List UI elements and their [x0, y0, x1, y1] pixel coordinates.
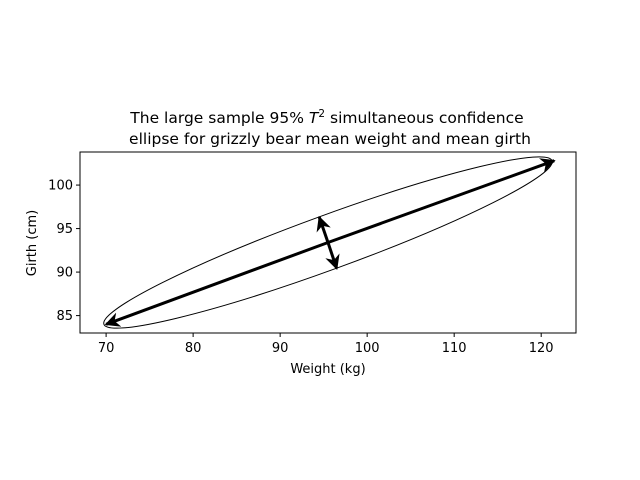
plot-area	[103, 156, 556, 329]
y-axis: 85 90 95 100	[48, 179, 80, 324]
minor-axis-arrow	[316, 215, 331, 243]
y-tick-label: 95	[56, 222, 73, 237]
x-tick-label: 100	[355, 341, 380, 356]
minor-axis-arrow	[325, 242, 340, 271]
x-tick-label: 90	[272, 341, 289, 356]
chart-title-line1: The large sample 95% T2 simultaneous con…	[129, 108, 523, 127]
plot-frame	[79, 151, 577, 334]
y-tick-label: 85	[56, 309, 73, 324]
x-axis: 70 80 90 100 110 120	[98, 333, 554, 356]
x-tick-label: 70	[98, 341, 115, 356]
x-axis-label: Weight (kg)	[290, 362, 365, 377]
y-axis-label: Girth (cm)	[25, 210, 40, 276]
x-tick-label: 110	[442, 341, 467, 356]
x-tick-label: 120	[529, 341, 554, 356]
major-axis-arrow	[104, 241, 329, 327]
major-axis-arrow	[327, 158, 556, 244]
chart-title-line2: ellipse for grizzly bear mean weight and…	[129, 130, 531, 148]
y-tick-label: 100	[48, 179, 73, 194]
x-tick-label: 80	[185, 341, 202, 356]
y-tick-label: 90	[56, 266, 73, 281]
